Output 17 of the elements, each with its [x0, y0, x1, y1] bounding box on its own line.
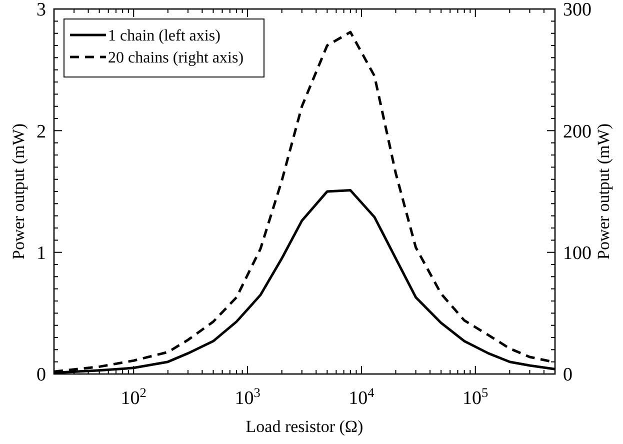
y2-tick-label: 300: [563, 0, 592, 21]
x-tick-label: 10$^{4}$: [348, 384, 375, 409]
y2-tick-label: 200: [563, 121, 592, 142]
x-axis-title: Load resistor (Ω): [246, 417, 364, 436]
y2-tick-label: 0: [563, 364, 572, 386]
y-tick-label: 0: [36, 364, 46, 386]
x-tick-label: 10$^{3}$: [234, 384, 261, 409]
y-tick-label: 1: [36, 242, 46, 264]
y-tick-label: 2: [36, 121, 46, 142]
y2-axis-title: Power output (mW): [594, 124, 613, 260]
x-tick-label: 10$^{2}$: [120, 384, 146, 409]
y-axis-title: Power output (mW): [9, 124, 28, 260]
legend-label: 1 chain (left axis): [108, 28, 220, 45]
x-tick-label: 10$^{5}$: [462, 384, 489, 409]
legend-label: 20 chains (right axis): [108, 50, 244, 67]
y2-tick-label: 100: [563, 242, 592, 264]
y-tick-label: 3: [36, 0, 46, 21]
